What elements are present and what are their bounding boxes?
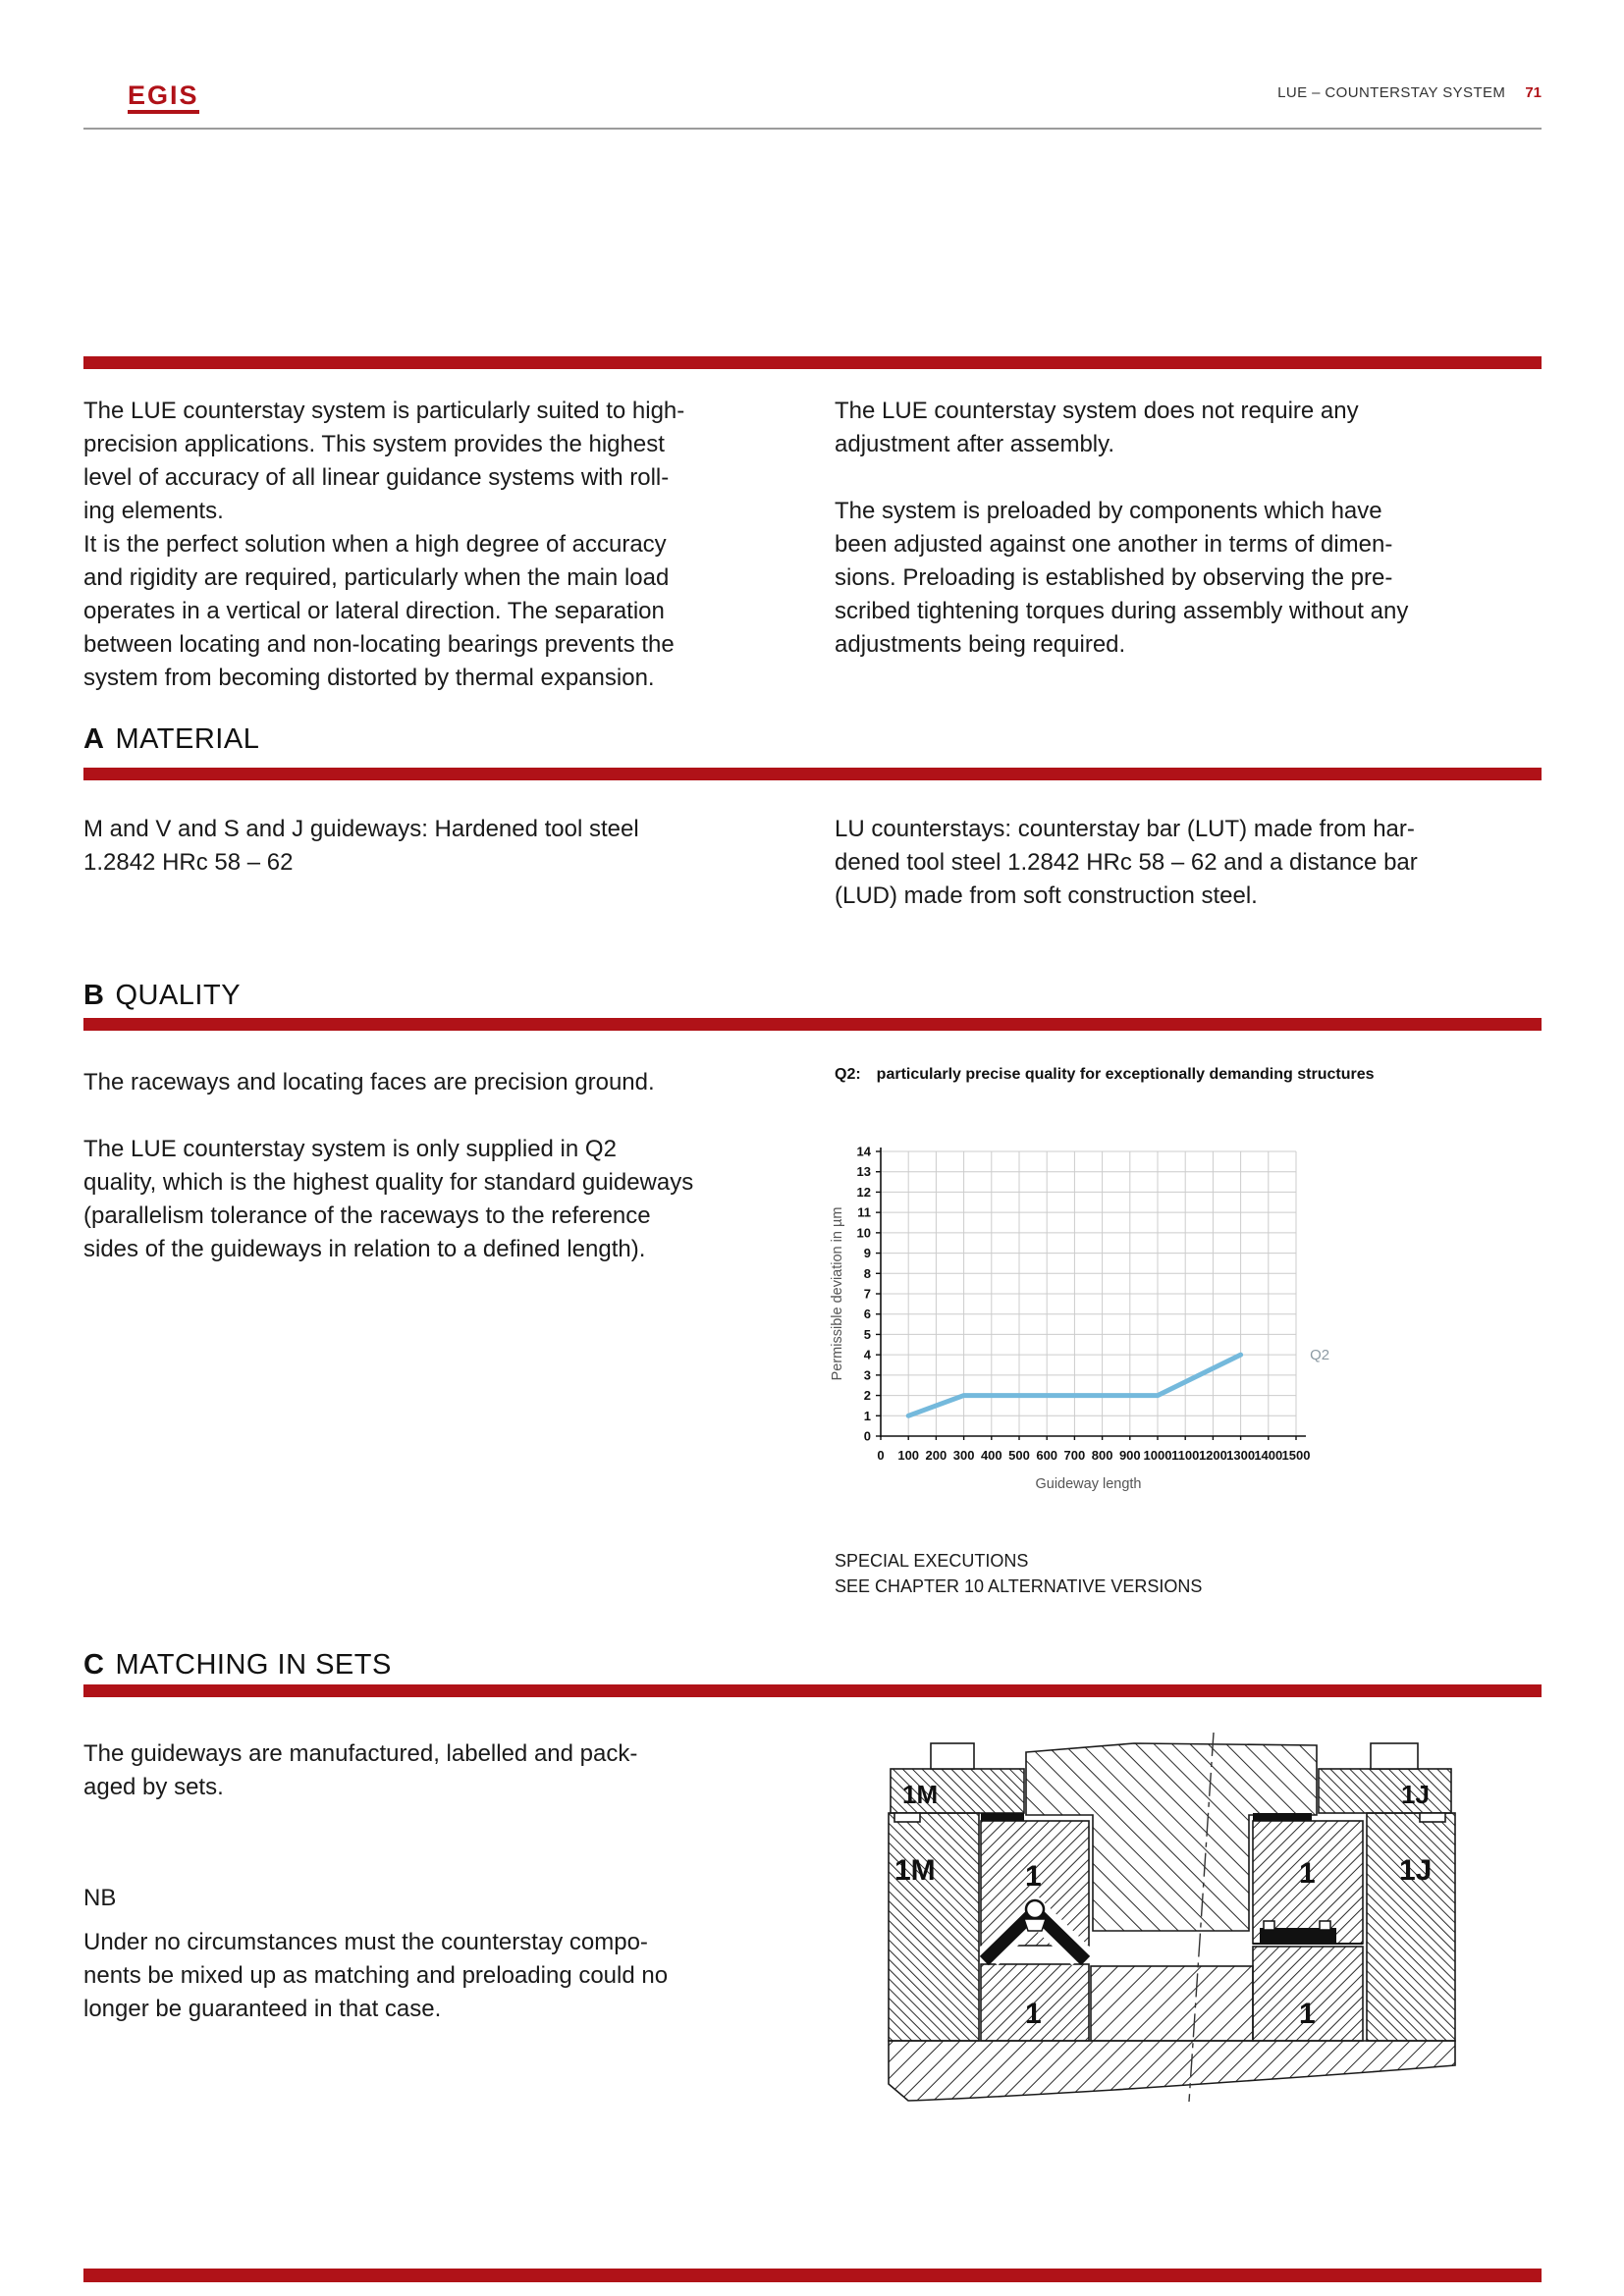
drawing-flat-roller-bolt-right: [1319, 1920, 1331, 1931]
x-axis-title: Guideway length: [1035, 1476, 1141, 1492]
drawing-roller-circle: [1024, 1898, 1046, 1920]
section-heading-matching: C MATCHING IN SETS: [83, 1649, 392, 1682]
y-tick-label: 4: [864, 1348, 872, 1362]
drawing-shim-right: [1253, 1813, 1312, 1821]
section-rule-intro: [83, 356, 1542, 369]
label-guide-top-left: 1: [1025, 1860, 1042, 1893]
label-outer-right: 1J: [1399, 1854, 1432, 1887]
drawing-outer-right: [1366, 1812, 1456, 2042]
section-rule-quality: [83, 1018, 1542, 1031]
x-tick-label: 1200: [1199, 1448, 1227, 1463]
label-clamp-right: 1J: [1401, 1780, 1430, 1809]
drawing-roller-holder: [1022, 1918, 1048, 1932]
chart-q2-label: Q2:: [835, 1066, 861, 1083]
counterstay-cross-section-drawing: 1M 1J 1M 1J 1 1 1 1: [888, 1732, 1456, 2103]
page-header: LUE – COUNTERSTAY SYSTEM 71: [1277, 84, 1542, 101]
drawing-bolt-left: [930, 1742, 975, 1770]
header-title: LUE – COUNTERSTAY SYSTEM: [1277, 84, 1506, 101]
drawing-clamp-right: [1318, 1768, 1452, 1814]
y-tick-label: 12: [857, 1185, 871, 1200]
drawing-base: [888, 2040, 1456, 2102]
drawing-clamp-left: [890, 1768, 1025, 1814]
nb-paragraph: Under no circumstances must the counters…: [83, 1929, 669, 2022]
y-tick-label: 6: [864, 1307, 871, 1321]
x-tick-label: 1300: [1226, 1448, 1255, 1463]
drawing-guideway-bottom-right: [1252, 1946, 1364, 2042]
section-heading-quality: B QUALITY: [83, 980, 241, 1012]
y-tick-label: 8: [864, 1266, 871, 1281]
x-tick-label: 1100: [1171, 1448, 1199, 1463]
drawing-notch-left: [893, 1812, 921, 1823]
chart-caption-text: particularly precise quality for excepti…: [876, 1066, 1375, 1083]
section-letter-c: C: [83, 1649, 105, 1681]
y-tick-label: 3: [864, 1367, 871, 1382]
section-rule-matching: [83, 1684, 1542, 1697]
y-tick-label: 9: [864, 1246, 871, 1260]
series-line-Q2: [905, 1352, 1244, 1418]
x-tick-label: 500: [1008, 1448, 1030, 1463]
section-title-quality: QUALITY: [115, 980, 242, 1011]
label-outer-left: 1M: [894, 1854, 936, 1887]
drawing-notch-right: [1419, 1812, 1446, 1823]
y-tick-label: 0: [864, 1429, 871, 1444]
x-tick-label: 1400: [1254, 1448, 1282, 1463]
header-divider: [83, 128, 1542, 130]
drawing-bolt-right: [1370, 1742, 1419, 1770]
drawing-centerline: [1188, 1732, 1215, 2103]
drawing-center-lower: [1090, 1965, 1254, 2042]
x-tick-label: 300: [953, 1448, 975, 1463]
material-left-paragraph: M and V and S and J guideways: Hardened …: [83, 816, 639, 876]
x-tick-label: 400: [981, 1448, 1002, 1463]
x-tick-label: 600: [1036, 1448, 1057, 1463]
section-letter-b: B: [83, 980, 105, 1011]
drawing-flat-roller-bar: [1260, 1928, 1336, 1943]
x-tick-label: 200: [926, 1448, 947, 1463]
y-tick-label: 11: [857, 1205, 871, 1220]
y-tick-label: 5: [864, 1327, 871, 1342]
label-guide-top-right: 1: [1299, 1857, 1316, 1890]
y-axis-title: Permissible deviation in µm: [830, 1207, 845, 1381]
footer-red-bar: [83, 2269, 1542, 2282]
y-tick-label: 2: [864, 1388, 871, 1403]
chart-caption: Q2: particularly precise quality for exc…: [835, 1066, 1375, 1084]
y-tick-label: 7: [864, 1287, 871, 1302]
y-tick-label: 1: [864, 1409, 871, 1423]
x-tick-label: 100: [897, 1448, 919, 1463]
material-right-paragraph: LU counterstays: counterstay bar (LUT) m…: [835, 816, 1418, 909]
x-tick-label: 0: [877, 1448, 884, 1463]
egis-logo: EGIS: [128, 82, 199, 114]
drawing-guideway-bottom-left: [980, 1963, 1090, 2042]
label-guide-bottom-right: 1: [1299, 1998, 1316, 2030]
y-tick-label: 13: [857, 1164, 871, 1179]
y-tick-label: 10: [857, 1225, 871, 1240]
quality-left-paragraph: The raceways and locating faces are prec…: [83, 1069, 694, 1262]
drawing-guideway-top-right: [1252, 1820, 1364, 1945]
series-annotation: Q2: [1310, 1347, 1329, 1363]
intro-right-paragraph: The LUE counterstay system does not requ…: [835, 398, 1409, 658]
section-title-matching: MATCHING IN SETS: [115, 1649, 392, 1681]
section-title-material: MATERIAL: [115, 723, 260, 755]
intro-left-paragraph: The LUE counterstay system is particular…: [83, 398, 685, 691]
quality-chart: 0 100 200 300 400 500 600 700 800 900 1000 1100 1200…: [830, 1145, 1329, 1493]
x-tick-label: 700: [1064, 1448, 1086, 1463]
drawing-shim-left: [981, 1813, 1024, 1821]
matching-left-paragraph: The guideways are manufactured, labelled…: [83, 1740, 638, 1800]
section-heading-material: A MATERIAL: [83, 723, 259, 756]
drawing-slide-body: [1025, 1742, 1318, 1932]
drawing-flat-roller-bolt-left: [1263, 1920, 1275, 1931]
x-tick-label: 1000: [1144, 1448, 1172, 1463]
label-guide-bottom-left: 1: [1025, 1998, 1042, 2030]
y-tick-label: 14: [857, 1145, 872, 1159]
section-rule-material: [83, 768, 1542, 780]
x-tick-label: 800: [1092, 1448, 1113, 1463]
section-letter-a: A: [83, 723, 105, 755]
special-executions-note: SPECIAL EXECUTIONS SEE CHAPTER 10 ALTERN…: [835, 1551, 1203, 1596]
drawing-outer-left: [888, 1812, 980, 2042]
page-number: 71: [1525, 84, 1542, 101]
label-clamp-left: 1M: [902, 1780, 938, 1809]
x-tick-label: 900: [1119, 1448, 1141, 1463]
x-tick-label: 1500: [1282, 1448, 1311, 1463]
nb-label: NB: [83, 1885, 117, 1911]
